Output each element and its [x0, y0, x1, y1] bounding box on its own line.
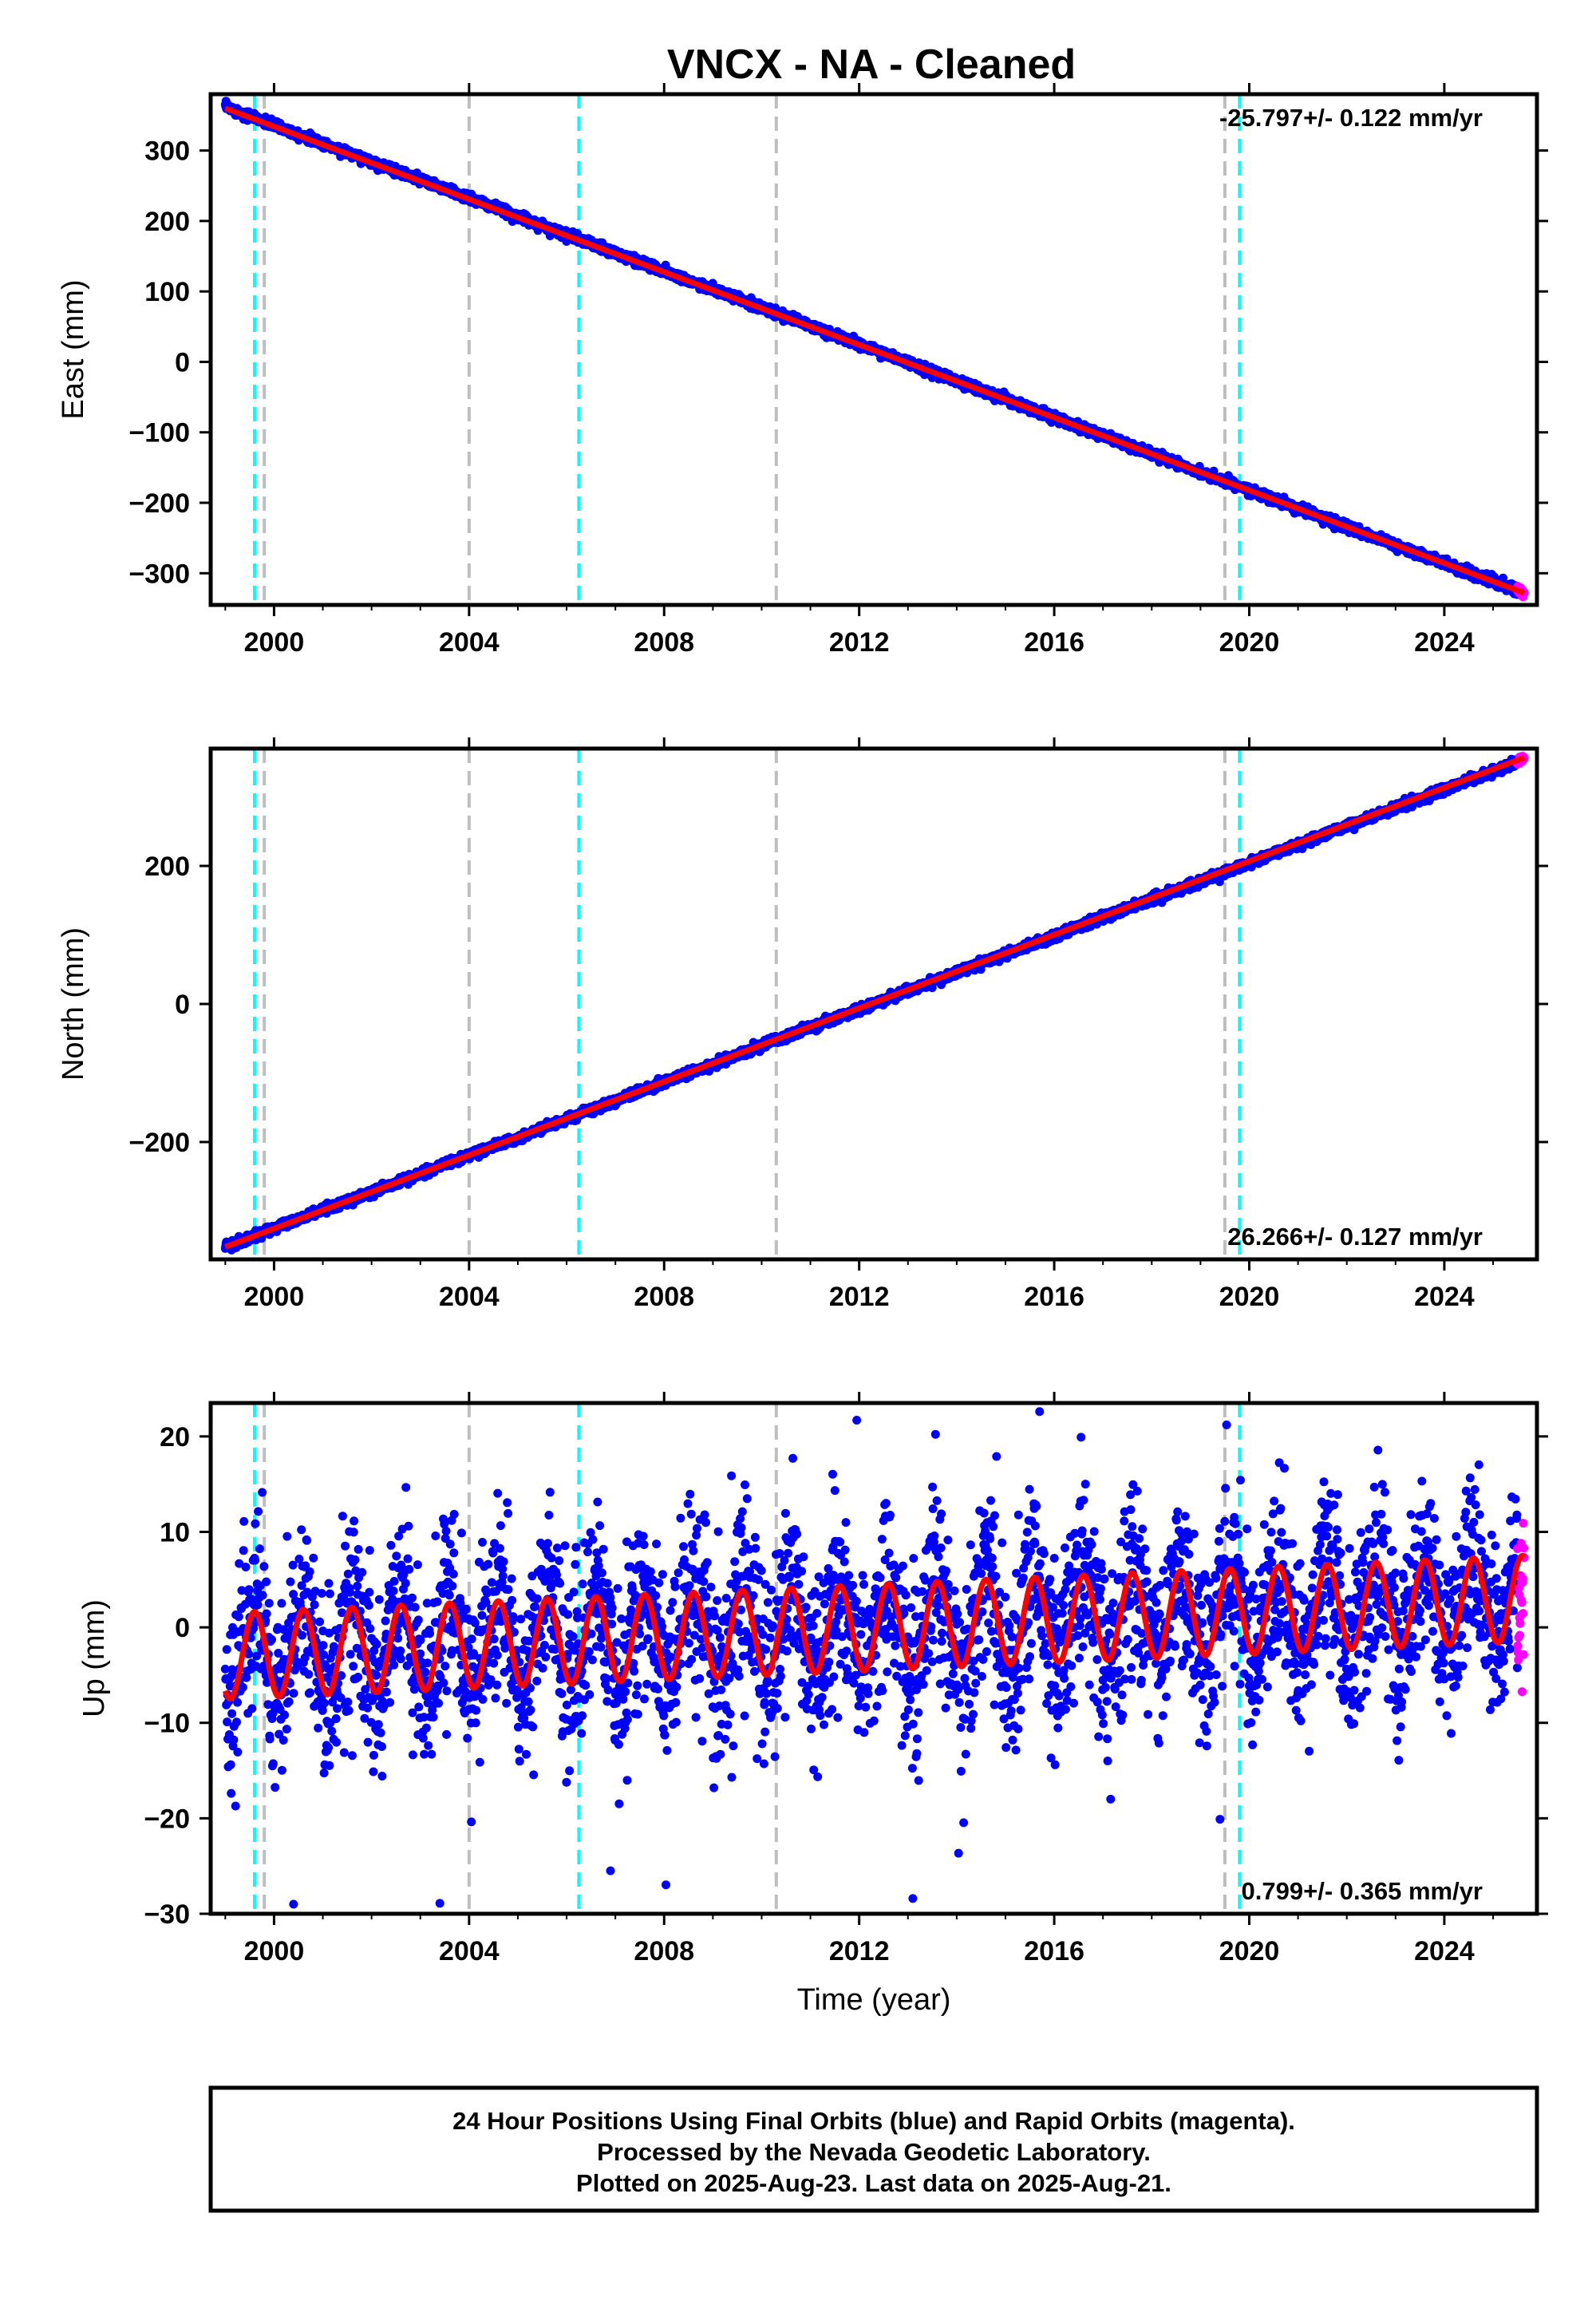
x-tick-label: 2004: [439, 627, 500, 658]
panel-east: 2000 2004 2008 2012 2016 2020 2024 300 200 100 0 −1…: [57, 83, 1548, 658]
x-tick-label: 2008: [634, 627, 694, 658]
y-tick-label: −100: [128, 418, 190, 449]
y-axis-label: East (mm): [57, 279, 90, 419]
panel-frame: [208, 92, 1539, 607]
y-tick-label: −200: [128, 488, 190, 519]
y-tick-label: 0: [175, 347, 190, 377]
figure-title: VNCX - NA - Cleaned: [667, 41, 1076, 88]
x-tick-label: 2016: [1024, 627, 1084, 658]
x-tick-label: 2012: [829, 627, 890, 658]
model-fit-line: [224, 105, 1526, 596]
data-point: [1499, 573, 1507, 583]
y-tick-label: 300: [144, 136, 190, 167]
x-tick-label: 2020: [1219, 627, 1280, 658]
y-tick-label: −300: [128, 559, 190, 589]
x-tick-label: 2024: [1414, 627, 1475, 658]
x-tick-label: 2000: [244, 627, 305, 658]
y-tick-label: 100: [144, 277, 190, 307]
panels-group: 2000 2004 2008 2012 2016 2020 2024 300 200 100 0 −1…: [57, 83, 1548, 2017]
plot-area: [220, 94, 1529, 605]
plot-area: [220, 749, 1529, 1259]
panel-north: 2000 2004 2008 2012 2016 2020 20242000−200Nort…: [57, 737, 1548, 1312]
rate-annotation: -25.797+/- 0.122 mm/yr: [1219, 104, 1483, 132]
y-tick-label: 200: [144, 207, 190, 237]
